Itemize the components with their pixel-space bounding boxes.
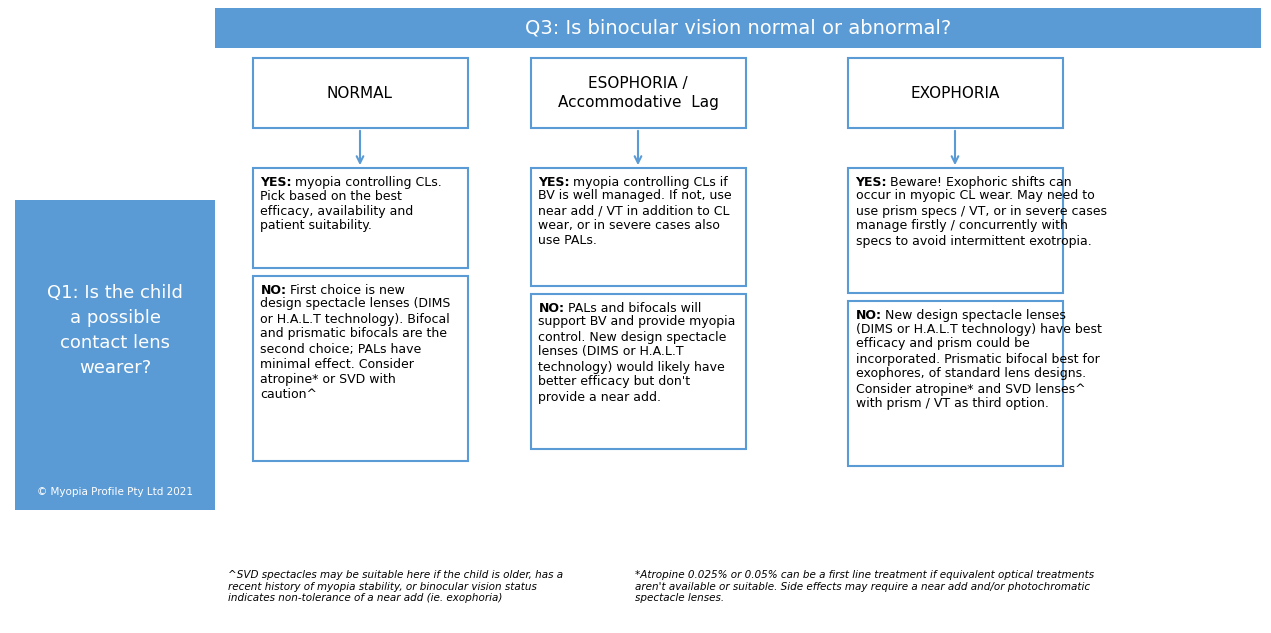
FancyBboxPatch shape bbox=[530, 168, 746, 286]
Text: YES:: YES: bbox=[855, 176, 887, 189]
Text: design spectacle lenses (DIMS
or H.A.L.T technology). Bifocal
and prismatic bifo: design spectacle lenses (DIMS or H.A.L.T… bbox=[261, 298, 451, 401]
FancyBboxPatch shape bbox=[253, 276, 468, 461]
FancyBboxPatch shape bbox=[848, 301, 1063, 466]
Text: support BV and provide myopia
control. New design spectacle
lenses (DIMS or H.A.: support BV and provide myopia control. N… bbox=[539, 315, 736, 403]
Text: ^SVD spectacles may be suitable here if the child is older, has a
recent history: ^SVD spectacles may be suitable here if … bbox=[228, 570, 563, 603]
FancyBboxPatch shape bbox=[848, 168, 1063, 293]
Text: myopia controlling CLs if: myopia controlling CLs if bbox=[566, 176, 728, 189]
Text: Q1: Is the child
a possible
contact lens
wearer?: Q1: Is the child a possible contact lens… bbox=[47, 284, 183, 377]
Text: occur in myopic CL wear. May need to
use prism specs / VT, or in severe cases
ma: occur in myopic CL wear. May need to use… bbox=[855, 189, 1107, 248]
Text: Pick based on the best
efficacy, availability and
patient suitability.: Pick based on the best efficacy, availab… bbox=[261, 189, 414, 232]
Text: NO:: NO: bbox=[855, 309, 882, 322]
Text: myopia controlling CLs.: myopia controlling CLs. bbox=[287, 176, 442, 189]
FancyBboxPatch shape bbox=[530, 58, 746, 128]
Text: (DIMS or H.A.L.T technology) have best
efficacy and prism could be
incorporated.: (DIMS or H.A.L.T technology) have best e… bbox=[855, 322, 1102, 410]
Text: EXOPHORIA: EXOPHORIA bbox=[910, 85, 1000, 101]
Text: New design spectacle lenses: New design spectacle lenses bbox=[877, 309, 1066, 322]
FancyBboxPatch shape bbox=[530, 294, 746, 449]
Text: NORMAL: NORMAL bbox=[327, 85, 393, 101]
FancyBboxPatch shape bbox=[253, 168, 468, 268]
Text: YES:: YES: bbox=[539, 176, 569, 189]
FancyBboxPatch shape bbox=[253, 58, 468, 128]
Text: Beware! Exophoric shifts can: Beware! Exophoric shifts can bbox=[882, 176, 1071, 189]
FancyBboxPatch shape bbox=[215, 8, 1261, 48]
Text: ESOPHORIA /
Accommodative  Lag: ESOPHORIA / Accommodative Lag bbox=[558, 75, 718, 110]
Text: First choice is new: First choice is new bbox=[282, 284, 405, 297]
Text: PALs and bifocals will: PALs and bifocals will bbox=[561, 302, 702, 315]
Text: NO:: NO: bbox=[539, 302, 564, 315]
Text: YES:: YES: bbox=[261, 176, 292, 189]
FancyBboxPatch shape bbox=[848, 58, 1063, 128]
Text: Q3: Is binocular vision normal or abnormal?: Q3: Is binocular vision normal or abnorm… bbox=[525, 18, 951, 37]
Text: BV is well managed. If not, use
near add / VT in addition to CL
wear, or in seve: BV is well managed. If not, use near add… bbox=[539, 189, 732, 248]
FancyBboxPatch shape bbox=[15, 200, 215, 510]
Text: *Atropine 0.025% or 0.05% can be a first line treatment if equivalent optical tr: *Atropine 0.025% or 0.05% can be a first… bbox=[636, 570, 1094, 603]
Text: © Myopia Profile Pty Ltd 2021: © Myopia Profile Pty Ltd 2021 bbox=[37, 487, 193, 497]
Text: NO:: NO: bbox=[261, 284, 286, 297]
